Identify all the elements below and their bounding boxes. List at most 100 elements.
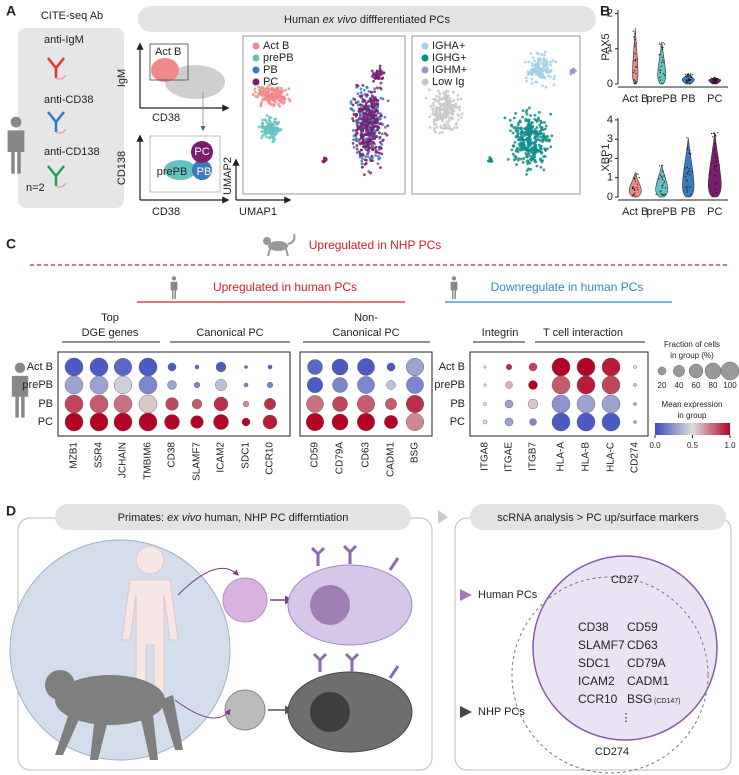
umap-point (525, 173, 528, 176)
umap-point (534, 135, 537, 139)
umap-point (432, 97, 436, 101)
umap-point (529, 150, 533, 154)
umap-point (369, 100, 373, 104)
umap-point (283, 100, 286, 104)
jitter-point (713, 167, 716, 169)
dot-panel (469, 351, 649, 437)
umap-point (428, 126, 432, 130)
umap-point (506, 157, 510, 161)
umap-point (360, 162, 364, 166)
umap-point (552, 83, 556, 87)
umap-point (434, 106, 438, 110)
umap-point (513, 141, 517, 144)
text: ex vivo (167, 512, 201, 524)
umap-point (539, 139, 542, 143)
umap-point (367, 90, 371, 93)
text: diffferentiated PCs (357, 14, 451, 26)
umap-point (381, 97, 385, 101)
umap-point (383, 125, 387, 129)
dot (194, 364, 200, 370)
umap-point (371, 144, 374, 148)
jitter-point (633, 187, 635, 189)
antibody-label: anti-IgM (44, 34, 84, 46)
umap-point (514, 135, 518, 139)
umap-point (261, 94, 264, 98)
jitter-point (714, 143, 716, 145)
jitter-point (687, 73, 689, 75)
violin (682, 137, 695, 198)
jitter-point (713, 80, 715, 83)
umap-point (527, 118, 531, 122)
dot (527, 398, 539, 410)
dot (633, 383, 637, 387)
jitter-point (634, 180, 637, 182)
jitter-point (634, 82, 636, 85)
umap-point (525, 125, 529, 129)
umap-point (548, 60, 552, 64)
dot (190, 415, 204, 429)
umap-point (437, 107, 441, 111)
umap-point (537, 143, 541, 147)
umap-point (446, 122, 450, 126)
umap-point (362, 145, 365, 149)
gene-label: BSG (410, 442, 421, 463)
umap-point (251, 93, 255, 96)
umap-point (432, 126, 436, 130)
umap-point (542, 57, 546, 60)
umap-point (530, 62, 534, 65)
umap-point (383, 132, 387, 135)
umap-point (360, 165, 364, 169)
jitter-point (717, 77, 719, 80)
jitter-point (686, 180, 688, 182)
arrow (460, 589, 472, 601)
umap-point (354, 137, 358, 140)
umap-point (539, 125, 543, 129)
row-label: PB (450, 398, 465, 410)
umap-point (534, 80, 538, 84)
cell (224, 689, 266, 731)
umap-point (517, 121, 520, 125)
colorbar-label: 0.5 (687, 441, 699, 450)
legend-title: Mean expression (662, 400, 723, 409)
umap-point (451, 116, 454, 120)
jitter-point (659, 53, 661, 56)
dot-panel (57, 351, 291, 437)
jitter-point (717, 81, 719, 83)
umap-point (519, 148, 523, 152)
umap-point (529, 167, 532, 171)
umap: IGHA+IGHG+IGHM+Low Ig (421, 40, 577, 176)
dot (332, 396, 348, 412)
umap-point (535, 130, 539, 134)
umap-point (277, 95, 281, 98)
umap-point (351, 141, 355, 145)
umap-point (371, 159, 374, 163)
jitter-point (663, 73, 665, 75)
umap-point (533, 152, 537, 156)
umap-point (378, 67, 382, 70)
umap-point (434, 130, 438, 134)
umap-point (370, 123, 374, 127)
umap-point (460, 112, 464, 116)
gate-label: prePB (157, 166, 188, 178)
umap-point (544, 124, 548, 128)
jitter-point (635, 65, 637, 67)
umap-point (287, 87, 291, 91)
umap-point (368, 126, 372, 130)
dot (306, 413, 324, 431)
umap-point (270, 132, 274, 136)
umap-point (260, 85, 264, 89)
jitter-point (659, 43, 661, 46)
legend-label: IGHA+ (432, 40, 465, 52)
dot (332, 377, 348, 393)
jitter-point (662, 59, 664, 61)
dot (64, 412, 84, 432)
x-tick-label: PC (707, 206, 722, 218)
gene-label: HLA-A (556, 442, 567, 472)
ab-title: CITE-seq Ab (41, 10, 103, 22)
axis-label: UMAP2 (222, 157, 234, 195)
jitter-point (714, 183, 717, 185)
umap-point (542, 65, 546, 68)
umap-point (435, 125, 439, 129)
group-title: Integrin (482, 327, 519, 339)
umap-point (533, 59, 537, 63)
